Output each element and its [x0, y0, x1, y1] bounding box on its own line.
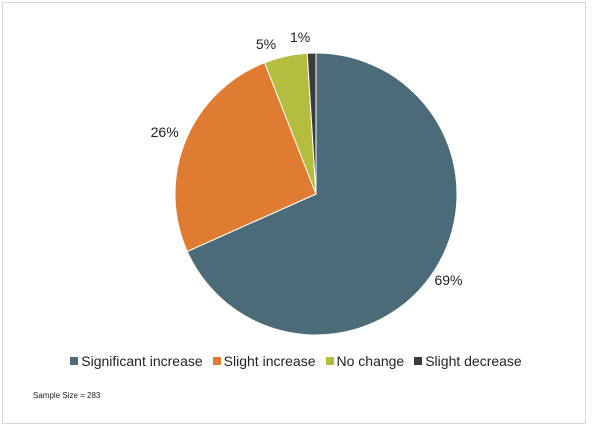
slice-label-slight-increase: 26% — [151, 124, 179, 140]
pie-slice-slight-increase — [174, 62, 317, 253]
legend-label: No change — [336, 353, 405, 369]
legend-swatch — [70, 357, 79, 365]
slice-label-slight-decrease: 1% — [290, 29, 310, 45]
legend-swatch — [325, 357, 334, 365]
legend-item-slight-increase: Slight increase — [212, 353, 316, 369]
slice-label-significant-increase: 69% — [434, 272, 462, 288]
chart-legend: Significant increase Slight increase No ch… — [0, 353, 592, 369]
pie-slice-significant-increase — [186, 52, 458, 336]
legend-item-no-change: No change — [325, 353, 405, 369]
legend-item-slight-decrease: Slight decrease — [414, 353, 522, 369]
sample-size-note: Sample Size = 283 — [33, 391, 101, 400]
legend-swatch — [212, 357, 221, 365]
legend-label: Significant increase — [81, 353, 203, 369]
legend-swatch — [414, 357, 423, 365]
legend-label: Slight increase — [223, 353, 316, 369]
legend-label: Slight decrease — [425, 353, 522, 369]
legend-item-significant-increase: Significant increase — [70, 353, 203, 369]
pie-slice-slight-decrease — [306, 52, 317, 195]
slice-label-no-change: 5% — [256, 36, 276, 52]
